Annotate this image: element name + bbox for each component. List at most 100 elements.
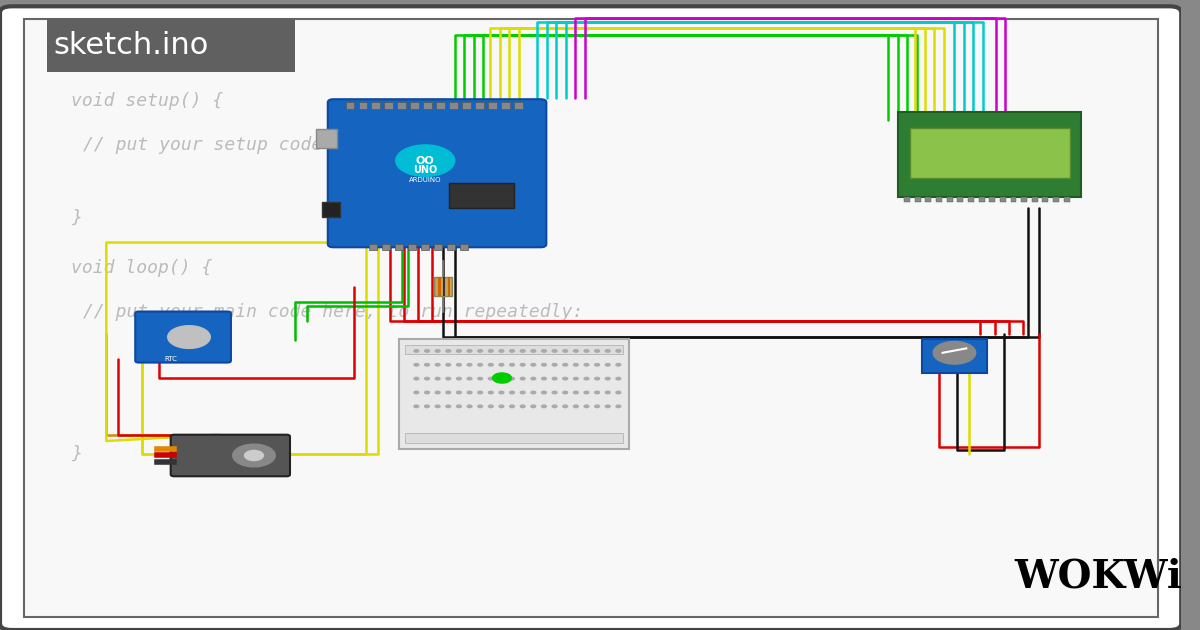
Bar	[460, 244, 468, 251]
Bar	[936, 197, 942, 202]
Circle shape	[456, 364, 461, 366]
Bar	[914, 197, 920, 202]
Circle shape	[245, 450, 264, 461]
Circle shape	[616, 350, 620, 352]
Circle shape	[499, 377, 504, 380]
Circle shape	[499, 350, 504, 352]
Circle shape	[478, 391, 482, 394]
Text: void setup() {: void setup() {	[71, 92, 223, 110]
Circle shape	[478, 377, 482, 380]
Circle shape	[467, 377, 472, 380]
Circle shape	[446, 405, 451, 408]
FancyBboxPatch shape	[0, 6, 1181, 630]
Bar	[488, 102, 497, 108]
Circle shape	[233, 444, 275, 467]
Bar	[475, 102, 484, 108]
Circle shape	[510, 350, 515, 352]
Circle shape	[456, 391, 461, 394]
Circle shape	[510, 391, 515, 394]
Bar	[448, 244, 455, 251]
Circle shape	[595, 350, 600, 352]
Circle shape	[541, 350, 546, 352]
Bar	[434, 244, 443, 251]
Circle shape	[521, 377, 526, 380]
Bar	[925, 197, 931, 202]
Bar	[448, 277, 450, 296]
Circle shape	[425, 350, 430, 352]
Bar	[346, 102, 354, 108]
Circle shape	[510, 405, 515, 408]
Circle shape	[436, 364, 440, 366]
Bar	[438, 277, 440, 296]
Circle shape	[521, 350, 526, 352]
Text: void loop() {: void loop() {	[71, 259, 212, 277]
Bar	[404, 433, 623, 442]
Circle shape	[595, 364, 600, 366]
Circle shape	[425, 391, 430, 394]
Circle shape	[414, 405, 419, 408]
Text: RTC: RTC	[164, 356, 178, 362]
Text: // put your setup code here, to run once:: // put your setup code here, to run once…	[83, 136, 528, 154]
Circle shape	[499, 391, 504, 394]
Circle shape	[446, 377, 451, 380]
Circle shape	[436, 391, 440, 394]
Circle shape	[456, 377, 461, 380]
Bar	[910, 127, 1069, 178]
Circle shape	[595, 405, 600, 408]
Circle shape	[499, 364, 504, 366]
Circle shape	[595, 377, 600, 380]
Bar	[433, 277, 452, 296]
Circle shape	[168, 326, 210, 348]
Bar	[359, 102, 367, 108]
Bar	[1010, 197, 1016, 202]
Bar	[449, 183, 514, 208]
Text: ARDUINO: ARDUINO	[409, 176, 442, 183]
Circle shape	[488, 377, 493, 380]
Circle shape	[396, 145, 455, 176]
Circle shape	[521, 391, 526, 394]
Circle shape	[584, 405, 589, 408]
Bar	[1021, 197, 1027, 202]
Bar	[922, 339, 986, 373]
Text: sketch.ino: sketch.ino	[53, 31, 209, 60]
Circle shape	[605, 391, 610, 394]
Bar	[408, 244, 416, 251]
Bar	[322, 202, 340, 217]
Circle shape	[446, 350, 451, 352]
Circle shape	[530, 350, 535, 352]
Circle shape	[574, 364, 578, 366]
Bar	[384, 102, 392, 108]
Circle shape	[605, 405, 610, 408]
Bar	[968, 197, 974, 202]
Bar	[450, 102, 457, 108]
Circle shape	[425, 377, 430, 380]
Circle shape	[436, 377, 440, 380]
Bar	[502, 102, 510, 108]
Bar	[421, 244, 430, 251]
Bar	[437, 102, 445, 108]
Circle shape	[616, 377, 620, 380]
Bar	[1000, 197, 1006, 202]
Circle shape	[563, 350, 568, 352]
Circle shape	[478, 405, 482, 408]
Circle shape	[541, 364, 546, 366]
Circle shape	[467, 350, 472, 352]
FancyBboxPatch shape	[136, 311, 230, 363]
Bar	[515, 102, 523, 108]
Bar	[410, 102, 419, 108]
Circle shape	[414, 377, 419, 380]
Circle shape	[478, 364, 482, 366]
Circle shape	[467, 405, 472, 408]
Circle shape	[595, 391, 600, 394]
Circle shape	[574, 377, 578, 380]
Circle shape	[541, 405, 546, 408]
Circle shape	[552, 364, 557, 366]
Circle shape	[414, 364, 419, 366]
Circle shape	[456, 350, 461, 352]
Circle shape	[510, 364, 515, 366]
Bar	[397, 102, 406, 108]
Circle shape	[563, 377, 568, 380]
Circle shape	[584, 364, 589, 366]
Circle shape	[488, 364, 493, 366]
Bar	[382, 244, 390, 251]
